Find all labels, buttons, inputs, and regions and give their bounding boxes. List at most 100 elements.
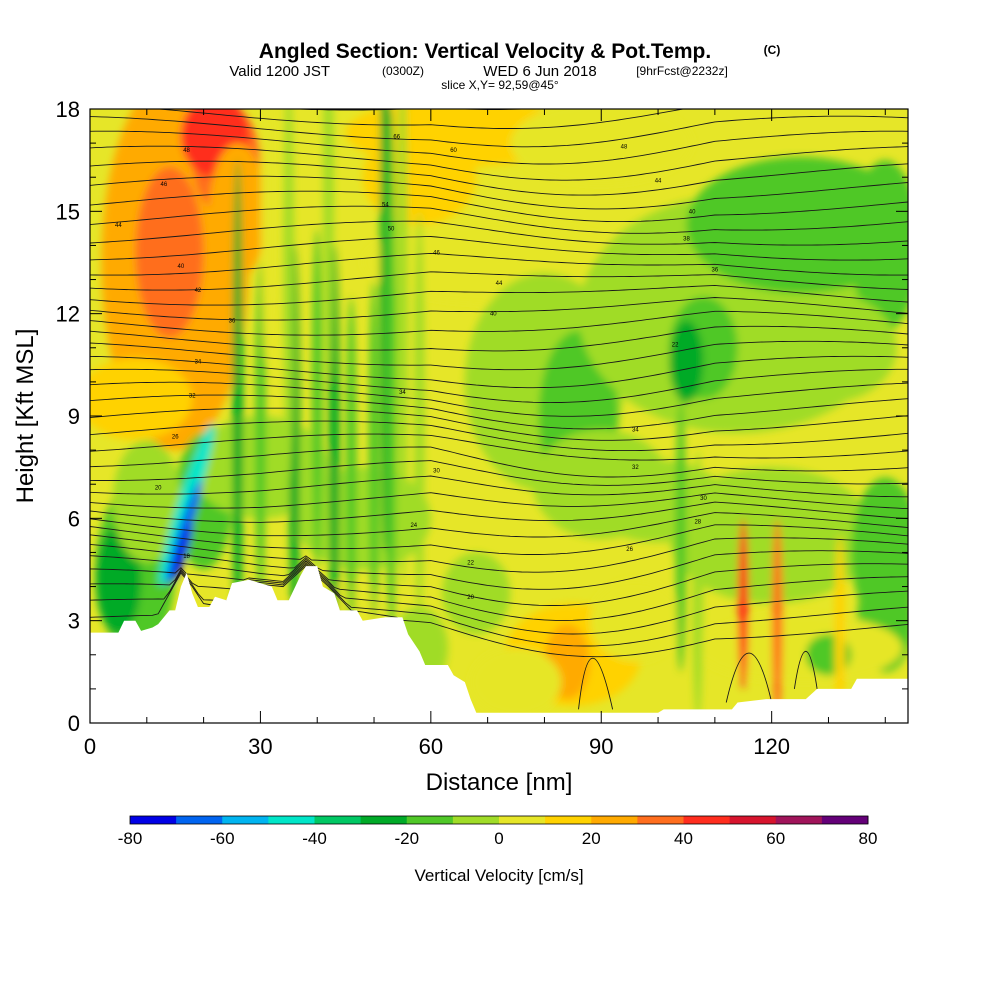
- y-tick-label: 12: [56, 302, 80, 327]
- isentrope-line: [90, 394, 908, 430]
- isentrope-line: [90, 325, 908, 352]
- colorbar-tick-label: 20: [582, 829, 601, 848]
- colorbar-swatch: [591, 816, 638, 824]
- contour-label: 22: [467, 561, 474, 567]
- contour-label: 18: [183, 554, 190, 560]
- colorbar-swatch: [360, 816, 408, 824]
- colorbar-swatch: [545, 816, 592, 824]
- isentrope-line: [90, 252, 908, 276]
- velocity-streak: [834, 535, 845, 723]
- colorbar-swatch: [268, 816, 315, 824]
- colorbar-swatch: [176, 816, 223, 824]
- contour-label: 30: [433, 469, 440, 475]
- x-tick-label: 30: [248, 734, 272, 759]
- isentrope-line: [90, 368, 908, 404]
- x-tick-label: 90: [589, 734, 613, 759]
- isentrope-line: [90, 560, 908, 621]
- isentrope-line: [90, 220, 908, 246]
- forecast-info: [9hrFcst@2232z]: [636, 64, 728, 78]
- colorbar: -80 -60 -40 -20 0 20 40 60 80: [118, 815, 878, 848]
- contour-label: 48: [621, 145, 628, 151]
- plot-area: 48 46 44 40 42 36 34 32 26 20 18 66 60 48 44 40 38 36 22 54…: [90, 109, 908, 723]
- isentrope-loop: [793, 651, 818, 689]
- colorbar-swatch: [775, 816, 823, 824]
- isentrope-loop: [725, 652, 773, 703]
- velocity-streak: [260, 109, 272, 365]
- velocity-streak: [283, 109, 294, 485]
- colorbar-swatch: [499, 816, 546, 824]
- colorbar-swatch: [637, 816, 684, 824]
- valid-time: Valid 1200 JST: [229, 63, 330, 80]
- isentrope-line: [90, 524, 908, 555]
- velocity-streak: [368, 279, 380, 621]
- isentrope-line: [90, 543, 908, 590]
- velocity-region: [90, 358, 193, 440]
- velocity-streak: [692, 450, 703, 723]
- velocity-streak: [772, 518, 783, 723]
- isentrope-line: [90, 534, 908, 573]
- contour-label: 36: [229, 318, 236, 324]
- isentrope-line: [90, 501, 908, 523]
- header: Angled Section: Vertical Velocity & Pot.…: [229, 40, 780, 92]
- contour-label: 60: [450, 148, 457, 154]
- y-tick-label: 15: [56, 199, 80, 224]
- isentrope-line: [90, 271, 908, 291]
- isentrope-line: [90, 310, 908, 336]
- colorbar-swatch: [452, 816, 500, 824]
- isentrope-line: [90, 420, 908, 452]
- velocity-region: [510, 109, 693, 185]
- contour-label: 44: [655, 179, 662, 185]
- isentrope-line: [90, 475, 908, 498]
- isentrope-line: [90, 130, 908, 165]
- velocity-region: [851, 160, 908, 331]
- isentrope-line: [90, 460, 908, 486]
- colorbar-swatch: [406, 816, 454, 824]
- colorbar-swatch: [222, 816, 269, 824]
- contour-label: 26: [172, 434, 179, 440]
- colorbar-tick-label: 60: [766, 829, 785, 848]
- contour-label: 42: [195, 288, 202, 294]
- y-tick-label: 9: [68, 404, 80, 429]
- y-tick-label: 6: [68, 506, 80, 531]
- colorbar-tick-label: -80: [118, 829, 143, 848]
- slice-info: slice X,Y= 92,59@45°: [441, 78, 559, 92]
- y-axis-label: Height [Kft MSL]: [12, 329, 39, 504]
- isentrope-line: [90, 555, 908, 606]
- y-tick-label: 18: [56, 97, 80, 122]
- velocity-region: [362, 129, 477, 225]
- velocity-streak: [323, 109, 334, 382]
- velocity-region: [135, 166, 204, 338]
- colorbar-swatch: [729, 816, 777, 824]
- velocity-region: [442, 552, 511, 635]
- velocity-region: [669, 320, 704, 403]
- isentrope-line: [90, 562, 908, 635]
- downdraft-core: [171, 523, 193, 582]
- x-tick-label: 0: [84, 734, 96, 759]
- colorbar-swatch: [821, 816, 869, 824]
- contour-label: 40: [689, 209, 696, 215]
- colorbar-swatch: [130, 816, 177, 824]
- contour-label: 46: [433, 250, 440, 256]
- velocity-streak: [738, 518, 749, 689]
- y-tick-label: 3: [68, 609, 80, 634]
- contour-label: 66: [393, 134, 400, 140]
- isentrope-line: [90, 190, 908, 223]
- y-tick-label: 0: [68, 711, 80, 736]
- colorbar-tick-label: -20: [394, 829, 419, 848]
- colorbar-tick-label: 80: [859, 829, 878, 848]
- isentrope-line: [90, 205, 908, 234]
- contour-label: 44: [496, 281, 503, 287]
- x-tick-label: 120: [753, 734, 790, 759]
- contour-label: 32: [632, 465, 639, 471]
- velocity-streak: [675, 398, 686, 672]
- x-tick-label: 60: [419, 734, 443, 759]
- x-axis-label: Distance [nm]: [426, 769, 573, 796]
- isentrope-line: [90, 381, 908, 417]
- contour-label: 32: [189, 394, 196, 400]
- isentrope-line: [90, 446, 908, 478]
- colorbar-tick-label: -40: [302, 829, 327, 848]
- contour-label: 36: [712, 267, 719, 273]
- contour-label: 38: [683, 237, 690, 243]
